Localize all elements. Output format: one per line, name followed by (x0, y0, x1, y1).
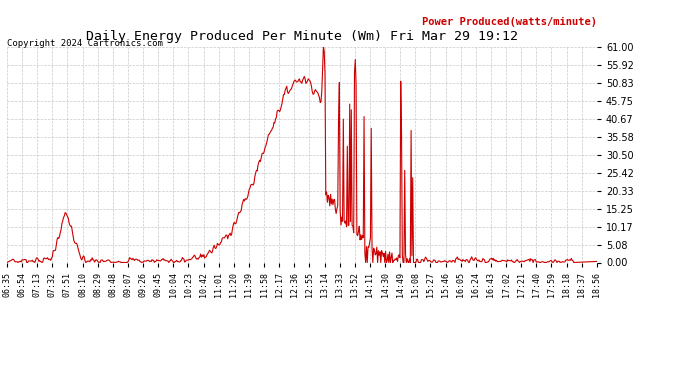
Title: Daily Energy Produced Per Minute (Wm) Fri Mar 29 19:12: Daily Energy Produced Per Minute (Wm) Fr… (86, 30, 518, 43)
Text: Copyright 2024 Cartronics.com: Copyright 2024 Cartronics.com (7, 39, 163, 48)
Text: Power Produced(watts/minute): Power Produced(watts/minute) (422, 17, 597, 27)
